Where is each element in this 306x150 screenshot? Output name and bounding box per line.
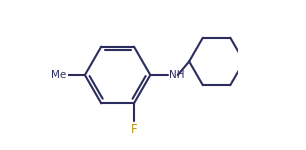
Text: NH: NH <box>169 70 185 80</box>
Text: Me: Me <box>51 70 66 80</box>
Text: F: F <box>131 123 137 136</box>
